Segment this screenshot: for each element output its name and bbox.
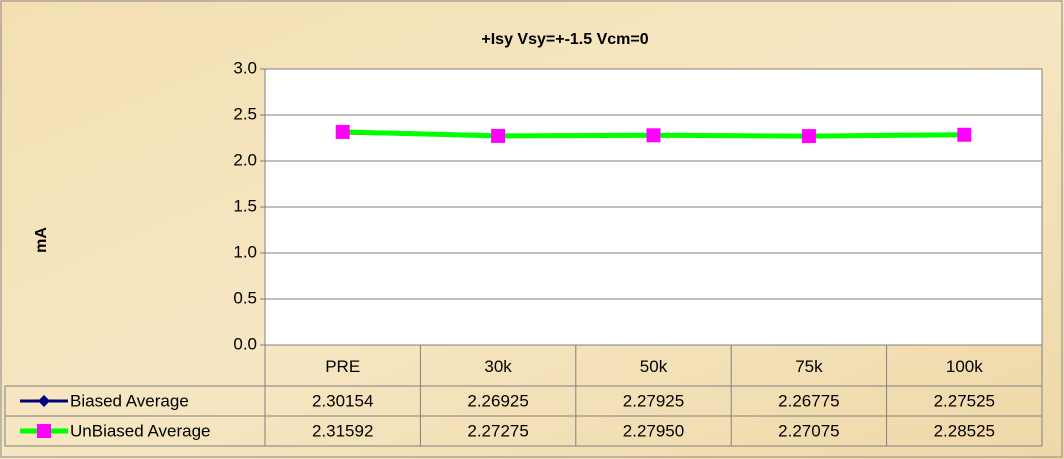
chart-title: +Isy Vsy=+-1.5 Vcm=0 [481, 31, 648, 48]
table-value: 2.26775 [778, 391, 839, 410]
legend-label: UnBiased Average [70, 421, 211, 440]
table-value: 2.27075 [778, 421, 839, 440]
y-tick-label: 2.5 [233, 104, 257, 123]
table-value: 2.27950 [623, 421, 684, 440]
y-tick-label: 1.5 [233, 196, 257, 215]
table-value: 2.28525 [934, 421, 995, 440]
x-tick-label: 30k [484, 357, 512, 376]
marker [335, 124, 350, 139]
x-tick-label: 75k [795, 357, 823, 376]
y-axis-label: mA [33, 227, 50, 253]
x-tick-label: 50k [640, 357, 668, 376]
legend-marker [37, 424, 51, 438]
marker [491, 128, 506, 143]
marker [957, 127, 972, 142]
y-tick-label: 0.0 [233, 334, 257, 353]
y-tick-label: 2.0 [233, 150, 257, 169]
table-value: 2.26925 [467, 391, 528, 410]
marker [646, 128, 661, 143]
table-value: 2.27525 [934, 391, 995, 410]
x-tick-label: 100k [946, 357, 983, 376]
marker [801, 129, 816, 144]
y-tick-label: 0.5 [233, 288, 257, 307]
y-tick-label: 3.0 [233, 58, 257, 77]
table-value: 2.27925 [623, 391, 684, 410]
table-value: 2.27275 [467, 421, 528, 440]
table-value: 2.30154 [312, 391, 373, 410]
legend-label: Biased Average [70, 391, 189, 410]
table-value: 2.31592 [312, 421, 373, 440]
legend-marker [38, 395, 50, 407]
y-tick-label: 1.0 [233, 242, 257, 261]
x-tick-label: PRE [325, 357, 360, 376]
